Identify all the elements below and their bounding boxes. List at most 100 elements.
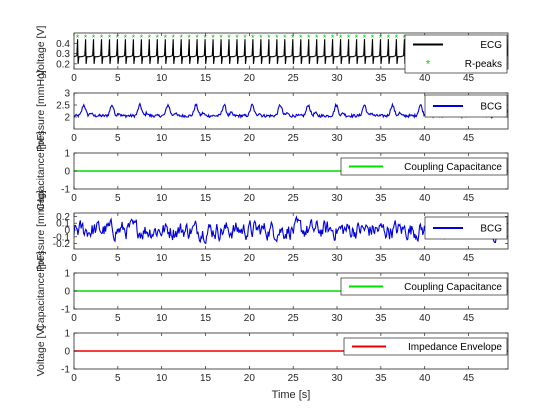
- r-peak-marker: *: [195, 33, 199, 43]
- r-peak-marker: *: [267, 33, 271, 43]
- r-peak-marker: *: [251, 33, 255, 43]
- x-tick-label: 20: [244, 193, 256, 204]
- r-peak-marker: *: [387, 33, 391, 43]
- r-peak-marker: *: [283, 33, 287, 43]
- legend-label: Impedance Envelope: [408, 342, 502, 353]
- y-tick-label: 0.2: [56, 59, 70, 70]
- r-peak-marker: *: [363, 33, 367, 43]
- x-tick-label: 45: [463, 73, 475, 84]
- x-tick-label: 40: [419, 373, 431, 384]
- x-tick-label: 5: [115, 133, 121, 144]
- x-tick-label: 5: [115, 253, 121, 264]
- x-tick-label: 10: [156, 193, 168, 204]
- r-peak-marker: *: [395, 33, 399, 43]
- x-tick-label: 45: [463, 133, 475, 144]
- y-tick-label: -1: [61, 305, 70, 316]
- legend-label: Coupling Capacitance: [404, 162, 502, 173]
- r-peak-marker: *: [355, 33, 359, 43]
- x-tick-label: 15: [200, 253, 212, 264]
- legend-marker: *: [426, 59, 431, 71]
- x-tick-label: 20: [244, 133, 256, 144]
- x-tick-label: 35: [375, 73, 387, 84]
- x-tick-label: 20: [244, 253, 256, 264]
- r-peak-marker: *: [331, 33, 335, 43]
- legend: Coupling Capacitance: [341, 158, 507, 175]
- r-peak-marker: *: [76, 33, 80, 43]
- x-tick-label: 30: [331, 193, 343, 204]
- r-peak-marker: *: [339, 33, 343, 43]
- x-tick-label: 25: [288, 253, 300, 264]
- r-peak-marker: *: [156, 33, 160, 43]
- r-peak-marker: *: [164, 33, 168, 43]
- r-peak-marker: *: [315, 33, 319, 43]
- r-peak-marker: *: [100, 33, 104, 43]
- x-tick-label: 5: [115, 373, 121, 384]
- x-tick-label: 45: [463, 193, 475, 204]
- r-peak-marker: *: [140, 33, 144, 43]
- x-tick-label: 25: [288, 313, 300, 324]
- x-tick-label: 10: [156, 313, 168, 324]
- x-axis-label: Time [s]: [272, 389, 311, 401]
- y-tick-label: 0: [64, 287, 70, 298]
- x-tick-label: 40: [419, 313, 431, 324]
- legend: ECG * R-peaks: [405, 35, 507, 73]
- r-peak-marker: *: [275, 33, 279, 43]
- x-tick-label: 20: [244, 313, 256, 324]
- y-tick-label: -1: [61, 185, 70, 196]
- legend-label: ECG: [480, 40, 502, 51]
- r-peak-marker: *: [92, 33, 96, 43]
- x-tick-label: 0: [71, 253, 77, 264]
- x-tick-label: 25: [288, 373, 300, 384]
- x-tick-label: 40: [419, 133, 431, 144]
- r-peak-marker: *: [371, 33, 375, 43]
- y-tick-label: -1: [61, 365, 70, 376]
- x-tick-label: 35: [375, 373, 387, 384]
- x-tick-label: 35: [375, 193, 387, 204]
- y-tick-label: 1: [64, 329, 70, 340]
- x-tick-label: 15: [200, 373, 212, 384]
- x-tick-label: 15: [200, 313, 212, 324]
- x-tick-label: 10: [156, 253, 168, 264]
- x-tick-label: 30: [331, 373, 343, 384]
- x-tick-label: 5: [115, 73, 121, 84]
- x-tick-label: 0: [71, 373, 77, 384]
- r-peak-marker: *: [347, 33, 351, 43]
- x-tick-label: 10: [156, 73, 168, 84]
- y-tick-label: 2: [64, 113, 70, 124]
- x-tick-label: 30: [331, 253, 343, 264]
- legend: BCG: [425, 95, 507, 117]
- x-tick-label: 25: [288, 73, 300, 84]
- x-tick-label: 45: [463, 373, 475, 384]
- r-peak-marker: *: [227, 33, 231, 43]
- y-tick-label: 0: [64, 347, 70, 358]
- r-peak-marker: *: [211, 33, 215, 43]
- y-axis-label: Voltage [V]: [35, 326, 47, 377]
- r-peak-marker: *: [259, 33, 263, 43]
- x-tick-label: 45: [463, 253, 475, 264]
- x-tick-label: 35: [375, 133, 387, 144]
- x-tick-label: 10: [156, 373, 168, 384]
- r-peak-marker: *: [171, 33, 175, 43]
- x-tick-label: 15: [200, 73, 212, 84]
- x-tick-label: 0: [71, 313, 77, 324]
- y-axis-label: Capacitance [pF]: [35, 251, 47, 330]
- r-peak-marker: *: [307, 33, 311, 43]
- y-tick-label: 1: [64, 269, 70, 280]
- x-tick-label: 0: [71, 133, 77, 144]
- r-peak-marker: *: [148, 33, 152, 43]
- r-peak-marker: *: [219, 33, 223, 43]
- legend-label: R-peaks: [465, 59, 502, 70]
- legend: Coupling Capacitance: [341, 278, 507, 295]
- x-tick-label: 40: [419, 193, 431, 204]
- r-peak-marker: *: [124, 33, 128, 43]
- x-tick-label: 15: [200, 193, 212, 204]
- y-tick-label: 0.2: [56, 212, 70, 223]
- x-tick-label: 35: [375, 253, 387, 264]
- x-tick-label: 25: [288, 193, 300, 204]
- legend: BCG: [425, 217, 507, 239]
- x-tick-label: 30: [331, 73, 343, 84]
- x-tick-label: 20: [244, 373, 256, 384]
- x-tick-label: 20: [244, 73, 256, 84]
- x-tick-label: 15: [200, 133, 212, 144]
